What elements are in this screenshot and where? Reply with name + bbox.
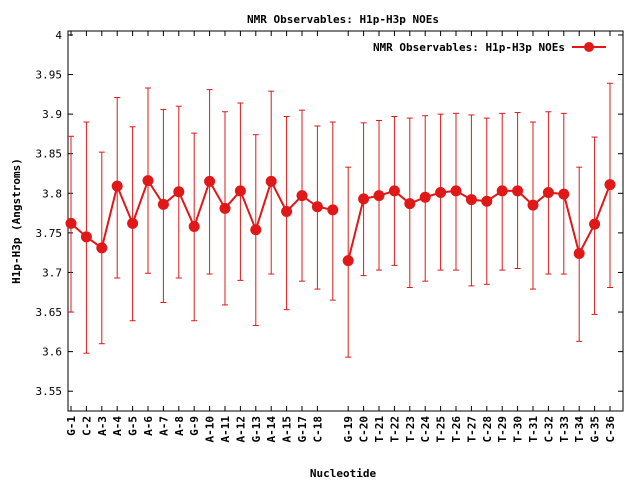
- x-tick-label: T-22: [388, 416, 401, 443]
- data-point: [281, 206, 293, 217]
- x-tick-label: C-24: [419, 416, 432, 443]
- data-point: [542, 187, 554, 198]
- x-tick-label: T-21: [373, 416, 386, 443]
- x-tick-label: A-10: [204, 416, 217, 443]
- data-point: [65, 217, 77, 229]
- data-point: [558, 188, 570, 200]
- x-tick-label: G-5: [127, 416, 140, 436]
- y-tick-label: 3.6: [42, 346, 62, 359]
- data-point: [573, 247, 585, 259]
- data-point: [358, 193, 370, 205]
- data-point: [157, 198, 169, 210]
- x-tick-label: A-6: [142, 416, 155, 436]
- data-point: [80, 231, 92, 243]
- x-tick-label: T-33: [558, 416, 571, 443]
- data-point: [465, 194, 477, 206]
- data-point: [111, 180, 123, 192]
- y-tick-label: 3.95: [36, 69, 63, 82]
- x-tick-label: G-35: [589, 416, 602, 443]
- data-point: [481, 195, 493, 207]
- data-point: [496, 185, 508, 197]
- x-tick-label: T-26: [450, 416, 463, 443]
- data-point: [219, 202, 231, 214]
- data-point: [265, 175, 277, 187]
- x-tick-label: G-19: [342, 416, 355, 443]
- data-point: [435, 187, 447, 198]
- x-tick-label: A-8: [173, 416, 186, 436]
- x-tick-label: G-13: [250, 416, 263, 443]
- legend: NMR Observables: H1p-H3p NOEs: [373, 41, 606, 54]
- x-tick-label: T-34: [573, 416, 586, 443]
- x-tick-label: A-14: [265, 416, 278, 443]
- x-tick-label: T-27: [465, 416, 478, 443]
- data-point: [342, 255, 354, 267]
- x-tick-label: A-4: [111, 416, 124, 436]
- data-point: [188, 221, 200, 233]
- x-tick-label: C-36: [604, 416, 617, 443]
- x-tick-label: T-25: [435, 416, 448, 443]
- data-point: [204, 175, 216, 187]
- x-tick-label: G-17: [296, 416, 309, 443]
- data-point: [173, 186, 185, 198]
- y-tick-label: 3.8: [42, 187, 62, 200]
- y-tick-label: 3.75: [36, 227, 63, 240]
- x-tick-label: T-29: [496, 416, 509, 443]
- data-point: [250, 224, 262, 236]
- y-tick-label: 3.85: [36, 148, 63, 161]
- series-line: [70, 178, 334, 250]
- x-axis-label: Nucleotide: [310, 467, 377, 480]
- y-tick-label: 3.9: [42, 108, 62, 121]
- x-tick-label: G-1: [65, 416, 78, 436]
- x-tick-label: A-7: [157, 416, 170, 436]
- x-tick-label: A-11: [219, 416, 232, 443]
- y-tick-label: 3.65: [36, 306, 63, 319]
- data-point: [512, 185, 524, 197]
- chart-title: NMR Observables: H1p-H3p NOEs: [247, 13, 439, 26]
- data-point: [404, 198, 416, 210]
- x-tick-label: A-3: [96, 416, 109, 436]
- data-point: [296, 190, 308, 202]
- x-tick-label: C-18: [311, 416, 324, 443]
- data-point: [604, 179, 616, 191]
- y-tick-label: 4: [55, 29, 62, 42]
- data-point: [527, 199, 539, 211]
- data-point: [388, 185, 400, 197]
- data-point: [96, 242, 108, 254]
- x-tick-label: C-2: [80, 416, 93, 436]
- x-tick-label: T-30: [512, 416, 525, 443]
- x-tick-label: C-20: [358, 416, 371, 443]
- data-point: [419, 191, 431, 203]
- data-point: [234, 185, 246, 197]
- plot-frame: [67, 30, 624, 412]
- y-tick-label: 3.7: [42, 266, 62, 279]
- x-tick-label: A-12: [234, 416, 247, 443]
- x-tick-label: T-23: [404, 416, 417, 443]
- data-point: [142, 175, 154, 187]
- y-tick-label: 3.55: [36, 385, 63, 398]
- legend-label: NMR Observables: H1p-H3p NOEs: [373, 41, 565, 54]
- data-point: [127, 217, 139, 229]
- x-tick-label: T-31: [527, 416, 540, 443]
- y-axis-label: H1p-H3p (Angstroms): [10, 158, 23, 284]
- x-tick-label: A-15: [281, 416, 294, 443]
- data-point: [327, 204, 339, 216]
- x-tick-label: G-9: [188, 416, 201, 436]
- data-point: [450, 185, 462, 197]
- data-point: [311, 201, 323, 213]
- legend-marker: [584, 42, 594, 52]
- data-point: [373, 190, 385, 202]
- x-tick-label: C-32: [542, 416, 555, 443]
- x-tick-label: C-28: [481, 416, 494, 443]
- data-point: [589, 218, 601, 230]
- series-line: [347, 184, 611, 261]
